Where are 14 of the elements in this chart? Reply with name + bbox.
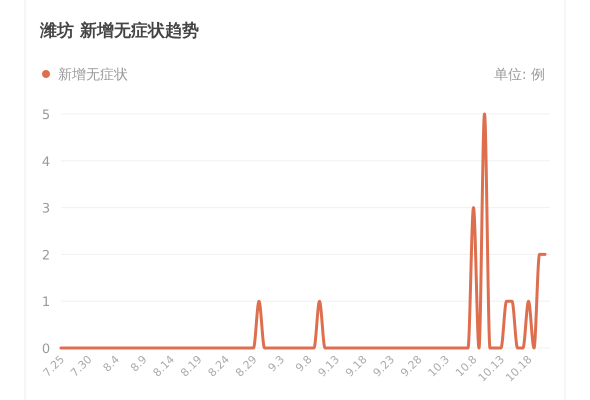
x-tick-label: 9.3 (266, 352, 288, 374)
text: 单位: 例 (494, 67, 545, 83)
chart-title: 潍坊 新增无症状趋势 (39, 21, 199, 41)
legend-label: 新增无症状 (58, 67, 128, 83)
y-tick-label: 5 (42, 108, 50, 123)
x-tick-label: 8.4 (100, 352, 122, 374)
x-tick-label: 8.9 (128, 352, 150, 374)
x-tick-label: 9.8 (293, 352, 315, 374)
y-tick-label: 3 (42, 202, 50, 217)
y-tick-label: 1 (42, 295, 50, 310)
y-tick-label: 4 (42, 154, 50, 170)
y-tick-label: 0 (42, 342, 50, 357)
y-tick-label: 2 (42, 248, 50, 264)
legend: 新增无症状 (42, 67, 128, 83)
